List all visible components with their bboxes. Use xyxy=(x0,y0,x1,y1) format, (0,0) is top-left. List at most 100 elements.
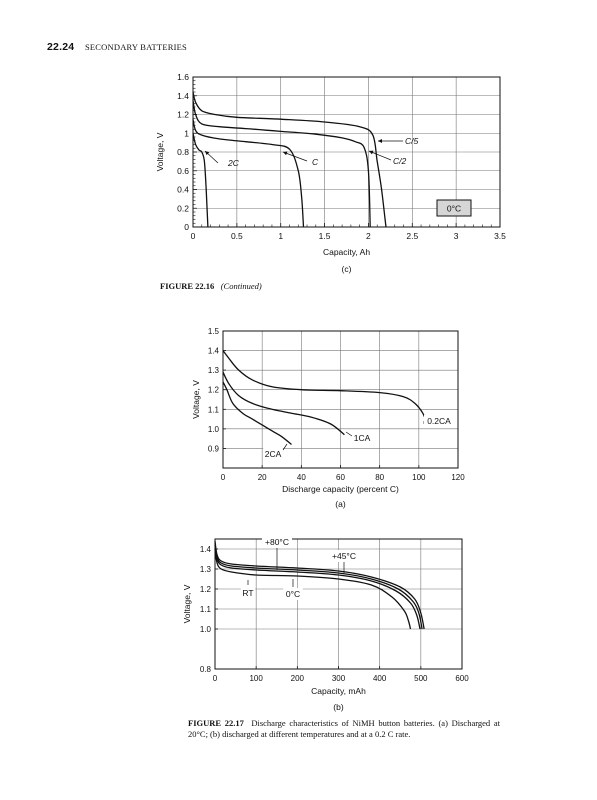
y-tick-label: 0.9 xyxy=(208,444,220,453)
y-tick-label: 0 xyxy=(184,222,189,232)
plot-frame xyxy=(222,330,459,469)
x-tick-label: 20 xyxy=(258,473,267,482)
curve-label: C/5 xyxy=(405,136,419,146)
temperature-box xyxy=(436,199,472,217)
x-tick-label: 80 xyxy=(375,473,384,482)
chart-1: 0 20 40 60 80 100 120 0.9 1.0 1.1 1.2 1.3 1.4 1.5 Disc… xyxy=(191,327,465,509)
series-line-2c xyxy=(192,133,209,228)
annotation-bg xyxy=(262,536,292,548)
x-tick-label: 60 xyxy=(336,473,345,482)
y-tick-label: 1.4 xyxy=(208,347,220,356)
x-tick-label: 600 xyxy=(455,674,469,683)
page-header: 22.24 SECONDARY BATTERIES xyxy=(47,41,187,53)
y-tick-label: 1.3 xyxy=(208,366,220,375)
y-tick-label: 0.8 xyxy=(177,147,189,157)
plot-frame xyxy=(214,538,463,670)
temperature-label: 0°C xyxy=(447,204,461,214)
series-line-c2 xyxy=(192,100,371,228)
series-line-c xyxy=(192,119,305,228)
x-tick-label: 1.5 xyxy=(319,231,331,241)
y-tick-label: 0.8 xyxy=(200,665,212,674)
series-line-80c xyxy=(214,548,412,630)
page-number: 22.24 xyxy=(47,41,75,53)
annotation-bg xyxy=(283,588,303,600)
y-tick-label: 1.0 xyxy=(208,425,220,434)
plot-frame xyxy=(192,76,501,228)
x-tick-label: 0 xyxy=(221,473,226,482)
y-tick-label: 1.2 xyxy=(177,110,189,120)
y-tick-label: 1.3 xyxy=(200,565,212,574)
y-tick-label: 0.6 xyxy=(177,166,189,176)
series-line-2ca xyxy=(222,381,292,446)
y-tick-label: 1.1 xyxy=(200,605,212,614)
y-tick-label: 0.2 xyxy=(177,203,189,213)
x-tick-label: 2.5 xyxy=(406,231,418,241)
x-tick-label: 1 xyxy=(278,231,283,241)
figure-22-16-caption: FIGURE 22.16 (Continued) xyxy=(160,281,262,292)
curve-label: 2CA xyxy=(265,449,282,459)
x-tick-label: 0.5 xyxy=(231,231,243,241)
x-tick-label: 300 xyxy=(332,674,346,683)
annotation-bg xyxy=(240,587,256,599)
x-tick-label: 2 xyxy=(366,231,371,241)
x-tick-label: 40 xyxy=(297,473,306,482)
y-tick-label: 1.4 xyxy=(177,91,189,101)
panel-label: (a) xyxy=(335,499,346,509)
annotation-arrowhead xyxy=(369,150,374,155)
curve-label: 0°C xyxy=(286,589,300,599)
annotation-bg xyxy=(329,550,359,562)
running-title: SECONDARY BATTERIES xyxy=(84,42,187,52)
annotation-leader xyxy=(282,151,308,162)
annotation-bg xyxy=(352,432,372,444)
annotation-bg xyxy=(263,448,283,460)
x-tick-label: 400 xyxy=(373,674,387,683)
curve-label: C xyxy=(312,157,319,167)
series-line-rt xyxy=(214,544,421,630)
series-line-0c xyxy=(214,540,425,630)
annotation-leader xyxy=(282,443,288,451)
y-tick-label: 1.0 xyxy=(200,625,212,634)
x-tick-label: 3.5 xyxy=(494,231,506,241)
curve-label: 0.2CA xyxy=(427,416,451,426)
x-axis-label: Capacity, Ah xyxy=(323,247,370,257)
curve-label: RT xyxy=(242,588,253,598)
x-tick-label: 100 xyxy=(412,473,426,482)
chart-0: 0 0.5 1 1.5 2 2.5 3 3.5 0 0.2 0.4 0.6 0.8 1 1.2 1.4 1.6 C… xyxy=(155,72,506,274)
series-line-02ca xyxy=(222,350,428,424)
curve-label: C/2 xyxy=(393,156,407,166)
figure-22-16-note: (Continued) xyxy=(220,281,262,291)
y-tick-label: 1.2 xyxy=(200,585,212,594)
series-line-1ca xyxy=(222,371,345,436)
curve-label: 1CA xyxy=(354,433,371,443)
chart-2: 0 100 200 300 400 500 600 0.8 1.0 1.1 1.2 1.3 1.4 Cap… xyxy=(182,536,469,712)
y-tick-label: 1 xyxy=(184,128,189,138)
annotation-arrowhead xyxy=(283,151,288,156)
annotation-leader xyxy=(345,431,353,437)
curve-label: +80°C xyxy=(265,537,289,547)
y-tick-label: 0.4 xyxy=(177,185,189,195)
annotation-arrowhead xyxy=(378,139,382,143)
x-tick-label: 500 xyxy=(414,674,428,683)
panel-label: (c) xyxy=(342,264,352,274)
panel-label: (b) xyxy=(333,702,344,712)
y-tick-label: 1.2 xyxy=(208,386,220,395)
curve-label: +45°C xyxy=(332,551,356,561)
y-axis-label: Voltage, V xyxy=(155,132,165,171)
y-axis-label: Voltage, V xyxy=(182,584,192,623)
y-tick-label: 1.1 xyxy=(208,405,220,414)
y-tick-label: 1.5 xyxy=(208,327,220,336)
figure-22-17-text: Discharge characteristics of NiMH button… xyxy=(188,718,501,739)
x-tick-label: 0 xyxy=(213,674,218,683)
series-line-c5 xyxy=(192,91,387,228)
x-axis-label: Capacity, mAh xyxy=(311,686,366,696)
x-tick-label: 120 xyxy=(451,473,465,482)
annotation-arrowhead xyxy=(205,151,210,156)
x-tick-label: 200 xyxy=(291,674,305,683)
x-axis-label: Discharge capacity (percent C) xyxy=(282,484,399,494)
x-tick-label: 0 xyxy=(191,231,196,241)
y-tick-label: 1.4 xyxy=(200,545,212,554)
figure-22-16-label: FIGURE 22.16 xyxy=(160,281,215,291)
x-tick-label: 100 xyxy=(249,674,263,683)
y-axis-label: Voltage, V xyxy=(191,380,201,419)
